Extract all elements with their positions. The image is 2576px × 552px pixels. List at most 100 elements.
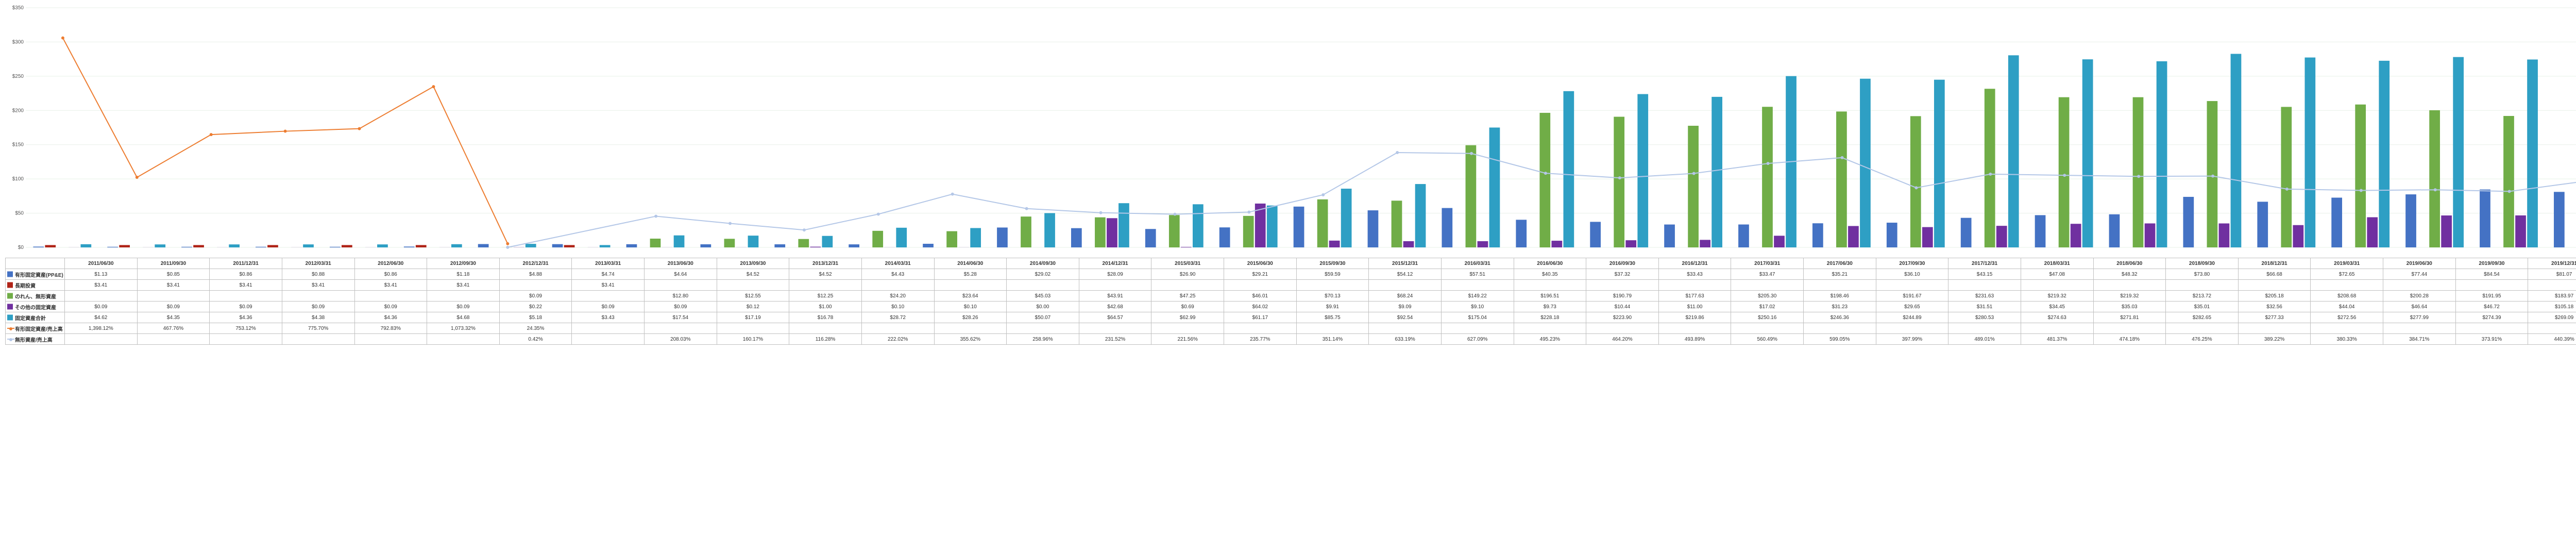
cell: 235.77% xyxy=(1224,334,1297,345)
cell xyxy=(1948,323,2021,334)
cell: 24.35% xyxy=(499,323,572,334)
cell xyxy=(789,323,862,334)
cell: $35.21 xyxy=(1804,269,1876,280)
cell: $46.64 xyxy=(2383,302,2456,312)
cell xyxy=(282,334,354,345)
cell: $274.63 xyxy=(2021,312,2093,323)
cell: $1.00 xyxy=(789,302,862,312)
cell: $45.03 xyxy=(1007,291,1079,302)
cell: $47.08 xyxy=(2021,269,2093,280)
cell: 208.03% xyxy=(645,334,717,345)
cell: $4.74 xyxy=(572,269,645,280)
cell xyxy=(65,291,138,302)
cell xyxy=(2166,323,2239,334)
cell: $3.43 xyxy=(572,312,645,323)
cell: $68.24 xyxy=(1369,291,1442,302)
cell: $0.86 xyxy=(354,269,427,280)
cell: $271.81 xyxy=(2093,312,2166,323)
cell: 775.70% xyxy=(282,323,354,334)
cell: $200.28 xyxy=(2383,291,2456,302)
chart-area: $0$50$100$150$200$250$300$3500%200%400%6… xyxy=(5,5,2576,258)
row-header-other_fixed: その他の固定資産 xyxy=(6,302,65,312)
cell: $0.09 xyxy=(499,291,572,302)
cell: $26.90 xyxy=(1151,269,1224,280)
cell: 221.56% xyxy=(1151,334,1224,345)
svg-text:$250: $250 xyxy=(12,74,24,79)
cell xyxy=(1151,280,1224,291)
cell: $72.65 xyxy=(2311,269,2383,280)
cell: $47.25 xyxy=(1151,291,1224,302)
row-header-intangibles_ratio: 無形資産/売上高 xyxy=(6,334,65,345)
cell: 373.91% xyxy=(2455,334,2528,345)
cell: $0.10 xyxy=(861,302,934,312)
cell: $3.41 xyxy=(354,280,427,291)
cell: $9.10 xyxy=(1441,302,1514,312)
cell: $0.09 xyxy=(282,302,354,312)
cell: 627.09% xyxy=(1441,334,1514,345)
cell xyxy=(2383,323,2456,334)
cell xyxy=(1007,323,1079,334)
cell xyxy=(210,334,282,345)
cell: $246.36 xyxy=(1804,312,1876,323)
cell: 753.12% xyxy=(210,323,282,334)
row-header-ppe: 有形固定資産(PP&E) xyxy=(6,269,65,280)
cell xyxy=(1586,280,1659,291)
cell xyxy=(210,291,282,302)
cell: $43.15 xyxy=(1948,269,2021,280)
cell xyxy=(2528,280,2576,291)
svg-text:$100: $100 xyxy=(12,176,24,182)
period-header: 2019/06/30 xyxy=(2383,258,2456,269)
cell xyxy=(2383,280,2456,291)
cell: 792.83% xyxy=(354,323,427,334)
cell: $3.41 xyxy=(65,280,138,291)
cell: $231.63 xyxy=(1948,291,2021,302)
cell xyxy=(2455,323,2528,334)
cell: $17.19 xyxy=(717,312,789,323)
cell: $274.39 xyxy=(2455,312,2528,323)
cell: $34.45 xyxy=(2021,302,2093,312)
data-table-wrap: 2011/06/302011/09/302011/12/312012/03/31… xyxy=(5,258,2576,345)
cell: $42.68 xyxy=(1079,302,1151,312)
cell: $0.69 xyxy=(1151,302,1224,312)
cell: 355.62% xyxy=(934,334,1007,345)
cell: $57.51 xyxy=(1441,269,1514,280)
cell: 464.20% xyxy=(1586,334,1659,345)
cell: $277.33 xyxy=(2238,312,2311,323)
cell: $205.18 xyxy=(2238,291,2311,302)
cell: 440.39% xyxy=(2528,334,2576,345)
cell: $0.09 xyxy=(65,302,138,312)
cell: 231.52% xyxy=(1079,334,1151,345)
cell: $280.53 xyxy=(1948,312,2021,323)
cell: 474.18% xyxy=(2093,334,2166,345)
cell: $54.12 xyxy=(1369,269,1442,280)
cell: $32.56 xyxy=(2238,302,2311,312)
cell: $0.09 xyxy=(645,302,717,312)
cell: $9.09 xyxy=(1369,302,1442,312)
cell: $46.01 xyxy=(1224,291,1297,302)
cell: $85.75 xyxy=(1296,312,1369,323)
cell xyxy=(2311,280,2383,291)
cell: 389.22% xyxy=(2238,334,2311,345)
period-header: 2015/12/31 xyxy=(1369,258,1442,269)
cell xyxy=(2093,280,2166,291)
cell: $0.09 xyxy=(137,302,210,312)
cell: $4.36 xyxy=(354,312,427,323)
cell xyxy=(861,323,934,334)
period-header: 2017/12/31 xyxy=(1948,258,2021,269)
cell: 599.05% xyxy=(1804,334,1876,345)
period-header: 2017/03/31 xyxy=(1731,258,1804,269)
cell: 481.37% xyxy=(2021,334,2093,345)
cell xyxy=(1876,280,1948,291)
cell xyxy=(1007,280,1079,291)
row-header-intangibles: のれん、無形資産 xyxy=(6,291,65,302)
period-header: 2013/06/30 xyxy=(645,258,717,269)
period-header: 2018/12/31 xyxy=(2238,258,2311,269)
cell xyxy=(137,334,210,345)
cell xyxy=(1948,280,2021,291)
cell: $24.20 xyxy=(861,291,934,302)
cell: $3.41 xyxy=(137,280,210,291)
period-header: 2016/12/31 xyxy=(1658,258,1731,269)
cell: $12.55 xyxy=(717,291,789,302)
period-header: 2011/12/31 xyxy=(210,258,282,269)
cell xyxy=(2311,323,2383,334)
